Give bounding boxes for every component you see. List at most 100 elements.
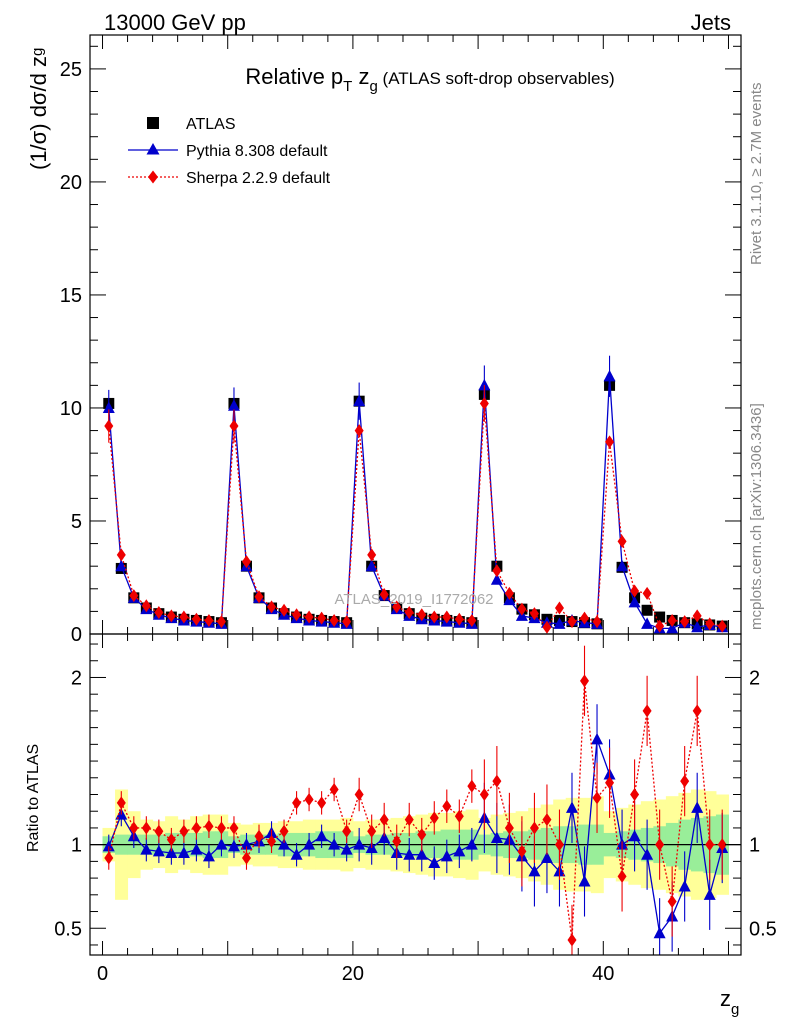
data-point-triangle [603,369,616,382]
data-point-triangle [115,559,128,572]
legend-entry-sherpa: Sherpa 2.2.9 default [128,170,331,187]
ratio-point-pythia [465,838,478,850]
data-point-diamond [705,617,715,631]
data-point-diamond [717,619,727,633]
x-tick-label: 40 [592,963,614,985]
ratio-point-sherpa [467,779,477,793]
ratio-point-sherpa [605,776,615,790]
ratio-point-sherpa [479,788,489,801]
data-point-diamond [166,609,176,623]
data-point-triangle [616,559,629,572]
data-point-triangle [365,559,378,572]
ratio-point-sherpa [254,829,264,843]
data-point-diamond [592,615,602,629]
legend-label-pythia: Pythia 8.308 default [186,143,328,160]
data-point-diamond [442,610,452,624]
ratio-point-sherpa [680,774,690,788]
data-point-diamond [504,586,514,600]
ratio-point-sherpa [129,821,139,835]
ratio-point-sherpa [354,788,364,801]
analysis-watermark: ATLAS_2019_I1772062 [334,591,493,608]
ratio-point-pythia [315,829,328,842]
data-point-triangle [553,617,566,629]
data-point-diamond [191,612,201,626]
data-point-diamond [367,548,377,562]
ratio-point-sherpa [317,796,327,810]
ratio-point-pythia [202,849,215,862]
legend-marker-pythia [146,143,160,155]
data-point-diamond [379,587,389,601]
data-point-diamond [329,613,339,627]
data-point-diamond [567,615,577,629]
ratio-point-pythia [152,844,165,857]
ratio-point-sherpa [504,821,514,835]
ratio-panel-frame [89,633,742,956]
data-point-diamond [692,609,702,623]
ratio-point-sherpa [367,824,377,838]
ratio-point-pythia [703,888,716,900]
data-point-diamond [404,606,414,620]
ratio-point-sherpa [191,821,201,835]
ratio-point-sherpa [617,869,627,883]
data-point-diamond [617,534,627,548]
ratio-y-tick-label-left: 2 [71,667,82,689]
ratio-point-sherpa [529,821,539,835]
header-left: 13000 GeV pp [104,10,246,35]
ratio-point-sherpa [404,813,414,827]
data-point-diamond [417,608,427,622]
ratio-point-pythia [403,848,416,860]
data-point-diamond [517,602,527,616]
ratio-point-pythia [453,844,466,857]
data-point-square [654,611,666,623]
ratio-point-pythia [165,846,178,859]
ratio-point-pythia [278,838,291,850]
ratio-point-pythia [328,838,341,850]
ratio-y-tick-label-right: 2 [749,667,760,689]
ratio-point-pythia [591,732,604,745]
ratio-point-pythia [628,829,641,842]
data-point-diamond [630,584,640,598]
data-point-triangle [691,620,704,633]
ratio-point-sherpa [154,824,164,838]
legend-entry-pythia: Pythia 8.308 default [128,143,328,160]
data-point-diamond [492,564,502,578]
data-point-diamond [267,600,277,614]
data-point-diamond [279,603,289,617]
data-point-diamond [667,613,677,627]
data-point-triangle [628,595,641,608]
ratio-point-sherpa [567,933,577,947]
data-point-diamond [429,610,439,624]
ratio-point-sherpa [104,851,114,865]
ratio-point-pythia [428,856,441,869]
ratio-point-pythia [691,801,704,813]
ratio-point-pythia [540,851,553,864]
data-point-diamond [241,555,251,569]
x-axis-label: zg [720,986,739,1018]
ratio-point-sherpa [267,834,277,848]
y-axis-label: (1/σ) dσ/d zg [26,48,51,170]
ratio-point-sherpa [642,704,652,718]
ratio-point-sherpa [329,782,339,796]
ratio-point-sherpa [179,824,189,838]
data-point-triangle [102,401,115,413]
data-point-diamond [216,615,226,629]
data-point-diamond [642,586,652,600]
data-point-triangle [490,573,503,585]
ratio-point-sherpa [592,791,602,805]
legend-marker-sherpa [148,170,158,184]
ratio-point-sherpa [442,799,452,813]
data-point-diamond [254,590,264,604]
ratio-point-pythia [190,843,203,855]
data-point-diamond [129,589,139,603]
rivet-note: Rivet 3.1.10, ≥ 2.7M events [748,83,765,266]
ratio-point-sherpa [304,793,314,807]
ratio-point-pythia [340,843,353,855]
data-point-diamond [179,610,189,624]
data-point-triangle [666,621,679,634]
ratio-point-sherpa [542,813,552,827]
ratio-point-pythia [528,864,541,877]
ratio-point-pythia [415,848,428,860]
ratio-point-pythia [653,926,666,939]
data-point-diamond [479,396,489,410]
y-tick-label: 0 [71,624,82,646]
